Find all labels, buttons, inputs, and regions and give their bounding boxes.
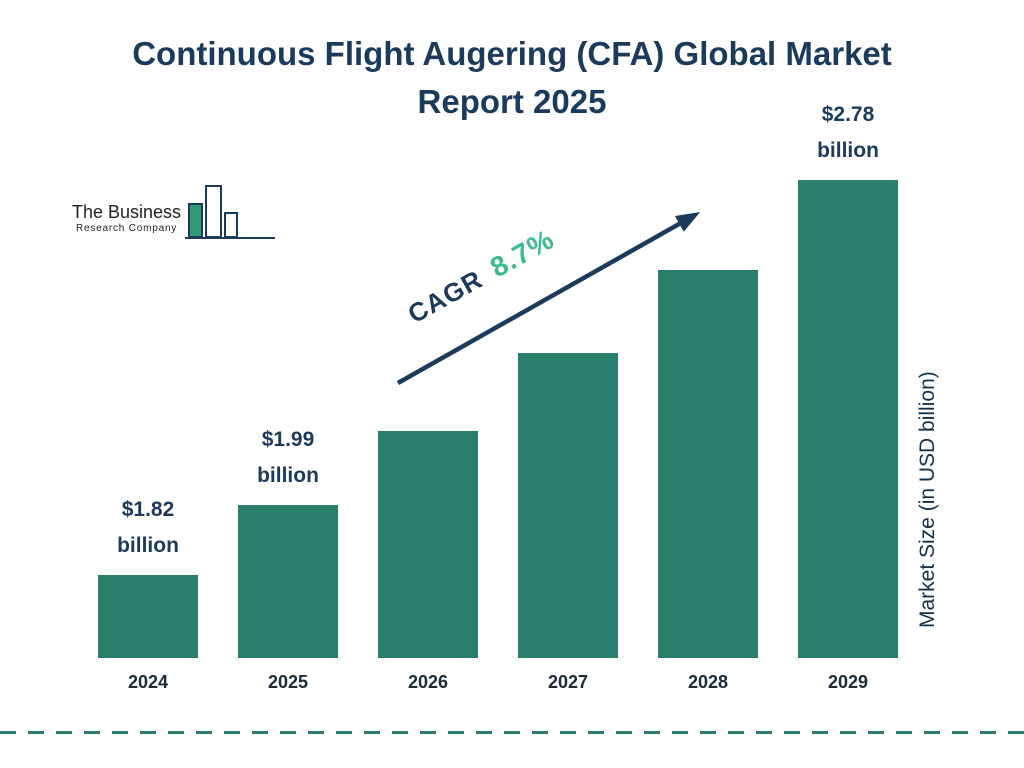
cagr-trend-arrow [396, 212, 701, 385]
bar-value-label-2025: $1.99 billion [257, 427, 319, 488]
x-tick-2024: 2024 [127, 672, 169, 692]
company-logo-text: The Business Research Company [72, 202, 181, 235]
bar-2025: 2025 $1.99 billion [238, 428, 338, 692]
plot-area: 2024 $1.82 billion 2025 $1.99 billion 2026 2027… [98, 103, 898, 692]
bar-2029: 2029 $2.78 billion [798, 103, 898, 692]
x-tick-2028: 2028 [687, 672, 729, 692]
logo-bars-icon [185, 182, 277, 249]
bar-value-label-2029: $2.78 billion [817, 102, 879, 163]
bar-2024: 2024 $1.82 billion [98, 498, 198, 692]
x-tick-2029: 2029 [827, 672, 869, 692]
bottom-dashed-divider [0, 731, 1024, 734]
x-tick-2026: 2026 [407, 672, 449, 692]
bar-2028: 2028 [658, 270, 758, 692]
x-tick-2025: 2025 [267, 672, 309, 692]
y-axis-label: Market Size (in USD billion) [916, 371, 939, 629]
company-logo: The Business Research Company [72, 182, 277, 239]
logo-name-line1: The Business [72, 202, 182, 223]
bar-2026: 2026 [378, 431, 478, 692]
page-title: Continuous Flight Augering (CFA) Global … [132, 35, 892, 120]
logo-name-line2: Research Company [75, 223, 178, 234]
bar-value-label-2024: $1.82 billion [117, 497, 179, 558]
bar-2027: 2027 [518, 353, 618, 692]
x-tick-2027: 2027 [547, 672, 589, 692]
